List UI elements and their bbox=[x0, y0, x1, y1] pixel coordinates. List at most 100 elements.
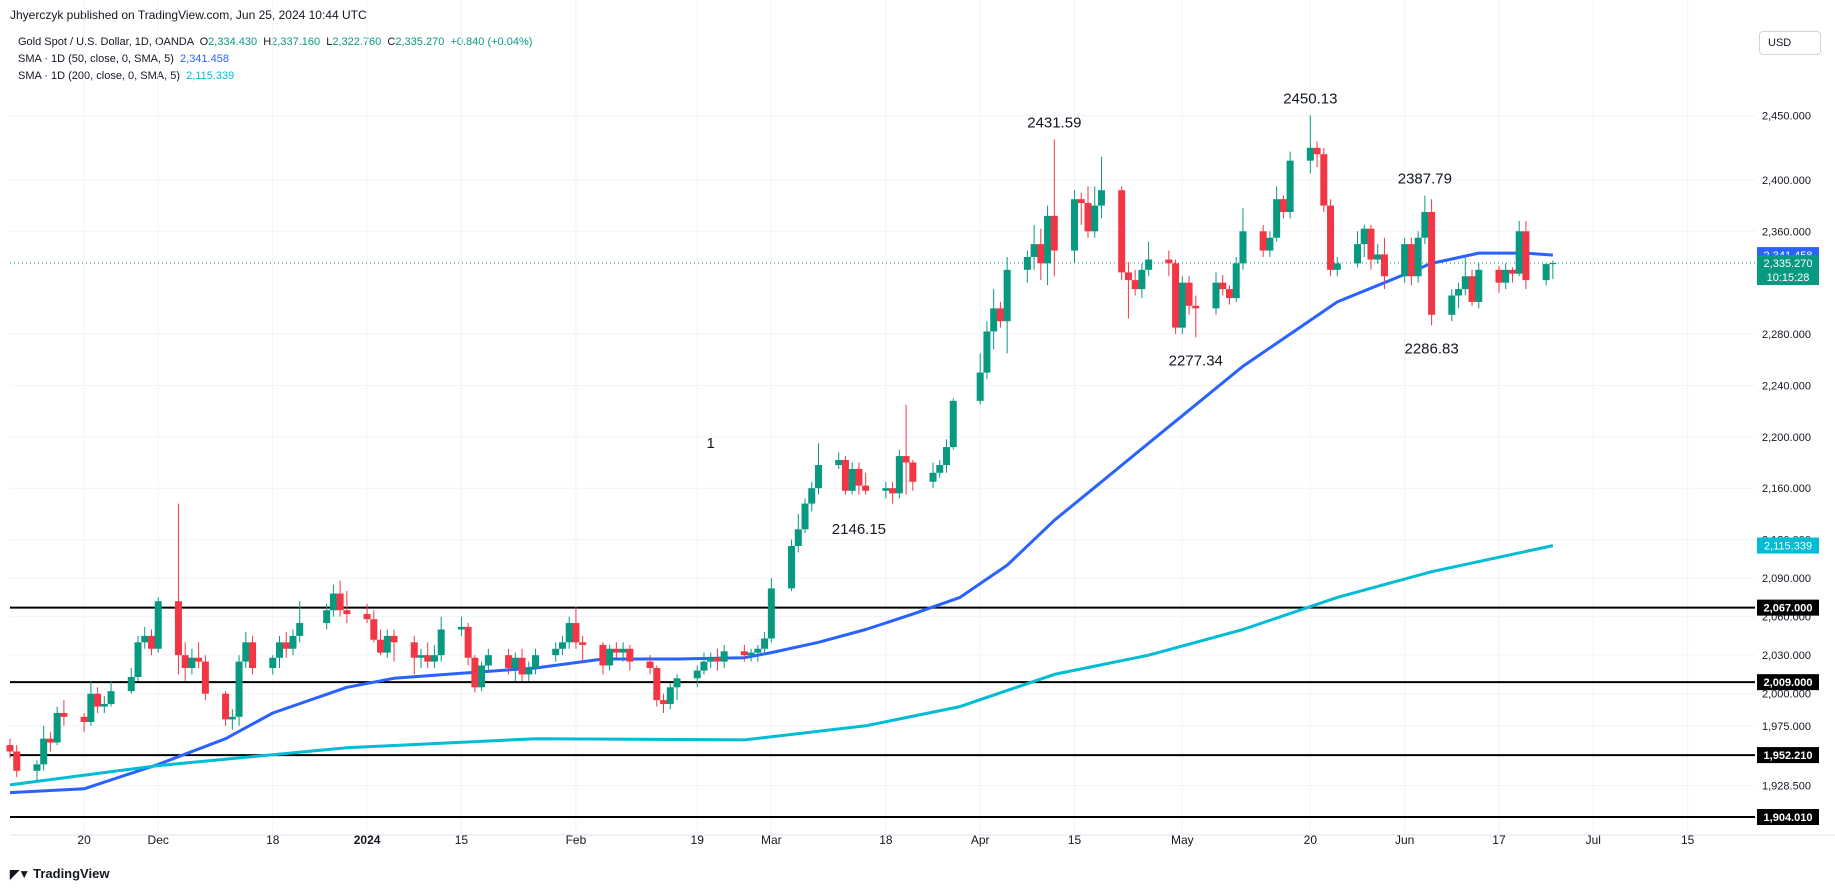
candle-body bbox=[653, 668, 661, 701]
candle-body bbox=[996, 308, 1004, 322]
level-tag-bg bbox=[1757, 747, 1819, 764]
candle-body bbox=[660, 700, 668, 704]
candle-body bbox=[484, 655, 492, 666]
candle-body bbox=[848, 468, 856, 491]
candle-body bbox=[249, 642, 257, 669]
level-tag-label: 2,067.000 bbox=[1764, 603, 1813, 615]
candle-body bbox=[1273, 199, 1281, 238]
candle-body bbox=[1421, 212, 1429, 238]
sma50-value: 2,341.458 bbox=[180, 53, 229, 65]
x-tick-label: Feb bbox=[566, 833, 587, 847]
candle-body bbox=[430, 655, 438, 662]
candle-body bbox=[141, 635, 149, 643]
candle-body bbox=[1380, 254, 1388, 277]
candle-body bbox=[1502, 269, 1510, 283]
x-tick-label: Mar bbox=[761, 833, 782, 847]
candle-body bbox=[814, 465, 822, 489]
candle-body bbox=[761, 638, 769, 649]
candle-body bbox=[767, 588, 775, 639]
candle-body bbox=[1495, 269, 1503, 283]
candle-body bbox=[1353, 244, 1361, 264]
low-label: L bbox=[326, 36, 333, 48]
candle-body bbox=[1475, 269, 1483, 302]
candle-body bbox=[646, 661, 654, 669]
y-tick-label: 2,280.000 bbox=[1762, 329, 1811, 341]
price-annotation: 2286.83 bbox=[1404, 340, 1458, 357]
candle-body bbox=[1212, 282, 1220, 309]
tradingview-logo[interactable]: ◤▼ TradingView bbox=[10, 866, 109, 881]
legend-main-row[interactable]: Gold Spot / U.S. Dollar, 1D, OANDA O2,33… bbox=[18, 34, 532, 51]
sma-line bbox=[9, 544, 1554, 787]
candle-body bbox=[1165, 259, 1173, 264]
legend-sma200-row[interactable]: SMA · 1D (200, close, 0, SMA, 5) 2,115.3… bbox=[18, 68, 532, 85]
level-tag-bg bbox=[1757, 809, 1819, 826]
candle-body bbox=[6, 745, 14, 752]
candle-body bbox=[134, 642, 142, 678]
candle-body bbox=[437, 629, 445, 656]
candle-body bbox=[511, 657, 519, 669]
candle-body bbox=[1077, 199, 1085, 204]
candle-body bbox=[949, 400, 957, 448]
candle-body bbox=[1468, 276, 1476, 302]
y-tick-label: 1,928.500 bbox=[1762, 781, 1811, 793]
candle-body bbox=[990, 308, 998, 332]
candle-body bbox=[1407, 244, 1415, 277]
candle-body bbox=[46, 738, 54, 743]
candle-body bbox=[673, 678, 681, 688]
sma200-label: SMA · 1D (200, close, 0, SMA, 5) bbox=[18, 70, 181, 82]
candle-body bbox=[1327, 205, 1335, 270]
candle-body bbox=[222, 693, 230, 720]
candle-body bbox=[370, 619, 378, 640]
legend-sma50-row[interactable]: SMA · 1D (50, close, 0, SMA, 5) 2,341.45… bbox=[18, 51, 532, 68]
close-label: C bbox=[387, 36, 396, 48]
candle-body bbox=[606, 648, 614, 666]
candle-body bbox=[417, 655, 425, 658]
candle-body bbox=[713, 657, 721, 662]
candle-body bbox=[1192, 305, 1200, 309]
x-tick-label: 18 bbox=[266, 833, 280, 847]
candle-body bbox=[464, 626, 472, 658]
candle-body bbox=[1030, 244, 1038, 257]
candle-body bbox=[1219, 282, 1227, 290]
candle-body bbox=[666, 687, 674, 704]
candle-body bbox=[1542, 264, 1550, 281]
candle-body bbox=[983, 331, 991, 373]
candle-body bbox=[1239, 231, 1247, 264]
candle-body bbox=[1172, 263, 1180, 328]
candle-body bbox=[1044, 215, 1052, 264]
level-tag-label: 1,904.010 bbox=[1764, 812, 1813, 824]
candle-body bbox=[1448, 295, 1456, 315]
x-tick-label: 18 bbox=[879, 833, 893, 847]
candle-body bbox=[94, 693, 102, 707]
tradingview-logo-icon: ◤▼ bbox=[10, 866, 30, 881]
candle-body bbox=[835, 459, 843, 466]
candle-body bbox=[80, 716, 88, 722]
candle-body bbox=[841, 459, 849, 491]
open-label: O bbox=[199, 36, 209, 48]
candle-body bbox=[720, 651, 728, 662]
currency-button[interactable]: USD bbox=[1759, 31, 1821, 55]
publisher-line: Jhyerczyk published on TradingView.com, … bbox=[10, 8, 367, 22]
sma50-label: SMA · 1D (50, close, 0, SMA, 5) bbox=[18, 53, 174, 65]
candle-body bbox=[127, 677, 135, 692]
y-tick-label: 2,090.000 bbox=[1762, 573, 1811, 585]
candle-body bbox=[1320, 154, 1328, 206]
price-annotation: 2277.34 bbox=[1169, 352, 1223, 369]
candle-body bbox=[195, 657, 203, 662]
candle-body bbox=[1455, 289, 1463, 296]
candle-body bbox=[1023, 256, 1031, 270]
candle-body bbox=[1071, 199, 1079, 251]
candle-body bbox=[343, 610, 351, 615]
candle-body bbox=[794, 529, 802, 546]
candle-body bbox=[410, 642, 418, 658]
candle-body bbox=[60, 712, 68, 717]
candle-body bbox=[471, 657, 479, 688]
price-annotation: 2387.79 bbox=[1398, 171, 1452, 188]
close-value: 2,335.270 bbox=[395, 36, 445, 48]
y-tick-label: 2,160.000 bbox=[1762, 483, 1811, 495]
price-annotation: 2146.15 bbox=[832, 521, 886, 538]
y-tick-label: 2,240.000 bbox=[1762, 380, 1811, 392]
candle-body bbox=[909, 462, 917, 482]
candle-body bbox=[518, 657, 526, 675]
